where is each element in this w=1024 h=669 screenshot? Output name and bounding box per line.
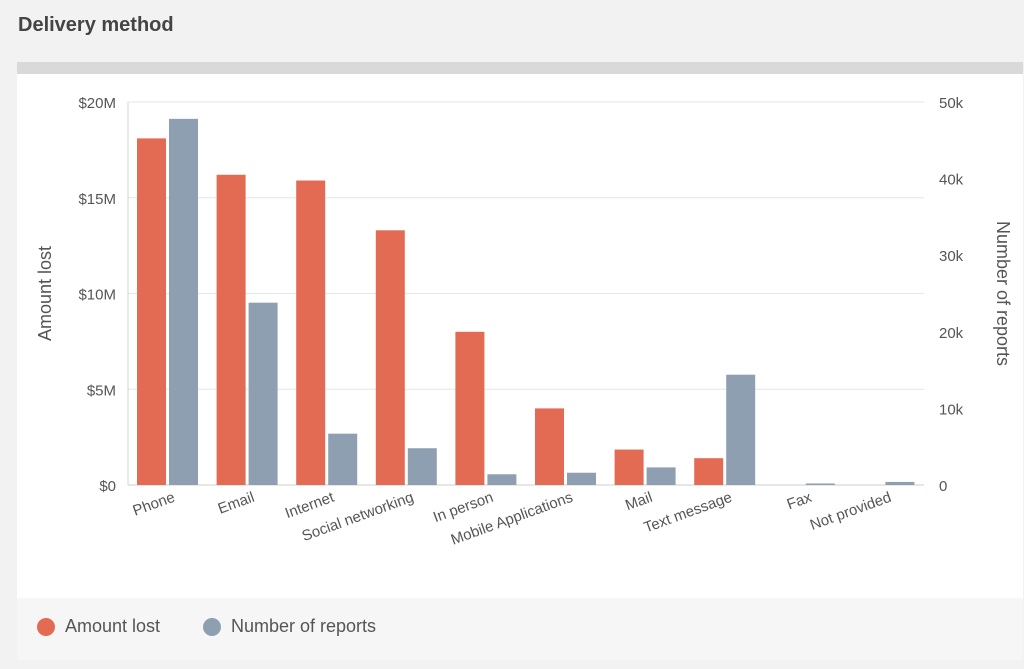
chart-legend: Amount lost Number of reports: [17, 598, 1023, 660]
y-tick-label: $10M: [78, 287, 116, 304]
x-tick-label-phone: Phone: [131, 489, 178, 520]
chart-card: $0 $5M $10M $15M $20M 0 10k 20k 30k 40k 50k Phone Em…: [17, 74, 1023, 598]
y-tick-label: $5M: [87, 382, 116, 399]
x-tick-label-fax: Fax: [785, 489, 815, 514]
bar-amount-lost-phone: [137, 138, 166, 485]
panel-divider: [17, 62, 1023, 74]
bar-number-of-reports-internet: [328, 433, 358, 485]
y-tick-label: $0: [99, 478, 116, 495]
bar-amount-lost-in-person: [455, 331, 485, 485]
legend-label-amount-lost: Amount lost: [65, 616, 161, 636]
bar-number-of-reports-text-message: [726, 374, 756, 485]
legend-item-number-of-reports[interactable]: Number of reports: [203, 616, 376, 637]
bar-number-of-reports-in-person: [487, 474, 517, 485]
bar-number-of-reports-phone: [169, 118, 198, 486]
y2-tick-label: 0: [939, 478, 947, 495]
y2-axis-title: Number of reports: [993, 221, 1013, 366]
bar-number-of-reports-mail: [646, 467, 676, 485]
y2-tick-label: 40k: [939, 172, 964, 189]
y2-tick-label: 20k: [939, 325, 964, 342]
bar-number-of-reports-not-provided: [885, 481, 915, 485]
bar-amount-lost-mail: [614, 449, 644, 485]
y-tick-label: $20M: [78, 95, 116, 112]
bar-number-of-reports-mobile-applications: [567, 472, 596, 485]
bar-amount-lost-social-networking: [375, 230, 405, 485]
y2-tick-label: 10k: [939, 401, 964, 418]
y-axis-title: Amount lost: [35, 246, 55, 341]
y2-tick-label: 30k: [939, 248, 964, 265]
panel-title: Delivery method: [18, 14, 174, 36]
legend-label-number-of-reports: Number of reports: [231, 616, 377, 636]
bar-amount-lost-email: [216, 174, 246, 485]
y-tick-label: $15M: [78, 191, 116, 208]
bar-number-of-reports-email: [248, 302, 278, 485]
legend-swatch-number-of-reports: [203, 617, 221, 636]
legend-item-amount-lost[interactable]: Amount lost: [37, 616, 160, 637]
x-tick-label-text-message: Text message: [642, 489, 735, 537]
y2-tick-label: 50k: [939, 95, 964, 112]
delivery-method-chart: $0 $5M $10M $15M $20M 0 10k 20k 30k 40k 50k Phone Em…: [35, 95, 1013, 549]
bar-amount-lost-internet: [296, 180, 326, 485]
legend-swatch-amount-lost: [37, 617, 55, 636]
x-tick-label-not-provided: Not provided: [808, 489, 894, 534]
bar-amount-lost-mobile-applications: [535, 408, 564, 485]
x-tick-label-email: Email: [216, 489, 257, 518]
bar-number-of-reports-fax: [805, 483, 835, 485]
bar-amount-lost-text-message: [694, 458, 724, 485]
x-tick-label-mail: Mail: [623, 489, 655, 514]
bar-number-of-reports-social-networking: [407, 448, 437, 485]
x-tick-label-internet: Internet: [283, 489, 337, 523]
